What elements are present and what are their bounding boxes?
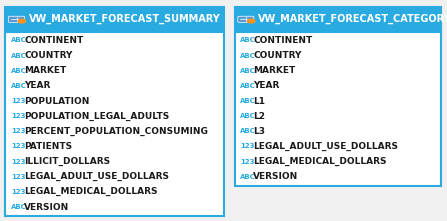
Text: POPULATION: POPULATION bbox=[24, 97, 89, 106]
Text: LEGAL_MEDICAL_DOLLARS: LEGAL_MEDICAL_DOLLARS bbox=[24, 187, 158, 196]
Text: 123: 123 bbox=[11, 98, 25, 104]
Text: 123: 123 bbox=[240, 159, 254, 165]
Text: L1: L1 bbox=[253, 97, 266, 106]
Text: ABC: ABC bbox=[240, 83, 256, 89]
Text: LEGAL_ADULT_USE_DOLLARS: LEGAL_ADULT_USE_DOLLARS bbox=[24, 172, 169, 181]
FancyBboxPatch shape bbox=[8, 16, 25, 22]
Text: ABC: ABC bbox=[240, 174, 256, 180]
Text: 123: 123 bbox=[11, 128, 25, 134]
Text: 123: 123 bbox=[11, 174, 25, 180]
Circle shape bbox=[18, 19, 25, 23]
Circle shape bbox=[248, 19, 255, 23]
Text: ABC: ABC bbox=[11, 68, 26, 74]
Text: CONTINENT: CONTINENT bbox=[24, 36, 84, 45]
Bar bbox=[5, 7, 224, 32]
Text: VERSION: VERSION bbox=[253, 172, 299, 181]
Text: L2: L2 bbox=[253, 112, 266, 121]
Text: COUNTRY: COUNTRY bbox=[253, 51, 302, 60]
FancyBboxPatch shape bbox=[238, 16, 254, 22]
Bar bbox=[5, 7, 224, 216]
Text: VW_MARKET_FORECAST_SUMMARY: VW_MARKET_FORECAST_SUMMARY bbox=[29, 14, 221, 25]
Text: CONTINENT: CONTINENT bbox=[253, 36, 313, 45]
Text: YEAR: YEAR bbox=[253, 81, 280, 90]
Text: ABC: ABC bbox=[11, 38, 26, 44]
Text: ABC: ABC bbox=[240, 68, 256, 74]
Text: ABC: ABC bbox=[240, 53, 256, 59]
Text: ABC: ABC bbox=[240, 98, 256, 104]
Text: YEAR: YEAR bbox=[24, 81, 51, 90]
Text: ILLICIT_DOLLARS: ILLICIT_DOLLARS bbox=[24, 157, 110, 166]
Text: ABC: ABC bbox=[11, 83, 26, 89]
Bar bbox=[235, 7, 441, 32]
Text: VW_MARKET_FORECAST_CATEGORY: VW_MARKET_FORECAST_CATEGORY bbox=[258, 14, 447, 25]
Text: POPULATION_LEGAL_ADULTS: POPULATION_LEGAL_ADULTS bbox=[24, 112, 169, 121]
Text: PATIENTS: PATIENTS bbox=[24, 142, 72, 151]
Text: ABC: ABC bbox=[240, 38, 256, 44]
Text: ABC: ABC bbox=[240, 113, 256, 119]
Text: COUNTRY: COUNTRY bbox=[24, 51, 72, 60]
Text: 123: 123 bbox=[11, 159, 25, 165]
Bar bbox=[235, 7, 441, 186]
Text: ABC: ABC bbox=[11, 204, 26, 210]
Text: LEGAL_ADULT_USE_DOLLARS: LEGAL_ADULT_USE_DOLLARS bbox=[253, 142, 398, 151]
Text: PERCENT_POPULATION_CONSUMING: PERCENT_POPULATION_CONSUMING bbox=[24, 127, 208, 136]
Text: 123: 123 bbox=[11, 113, 25, 119]
Text: 123: 123 bbox=[240, 143, 254, 149]
Text: ABC: ABC bbox=[11, 53, 26, 59]
Text: LEGAL_MEDICAL_DOLLARS: LEGAL_MEDICAL_DOLLARS bbox=[253, 157, 387, 166]
Text: 123: 123 bbox=[11, 143, 25, 149]
Text: VERSION: VERSION bbox=[24, 202, 69, 211]
Text: MARKET: MARKET bbox=[24, 66, 67, 75]
Text: L3: L3 bbox=[253, 127, 266, 136]
Text: MARKET: MARKET bbox=[253, 66, 296, 75]
Text: ABC: ABC bbox=[240, 128, 256, 134]
Text: 123: 123 bbox=[11, 189, 25, 195]
